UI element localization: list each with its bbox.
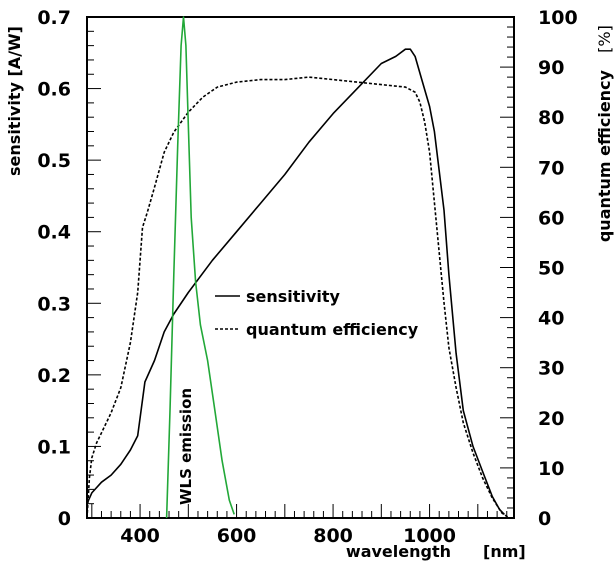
left-axis-tick-labels: 0 0.1 0.2 0.3 0.4 0.5 0.6 0.7 xyxy=(37,7,71,530)
left-tick-label: 0.6 xyxy=(37,79,71,101)
right-tick-label: 100 xyxy=(538,7,578,29)
left-tick-label: 0.3 xyxy=(37,293,71,315)
y2-axis-title: quantum efficiency xyxy=(595,69,614,242)
bottom-tick-label: 400 xyxy=(120,525,160,547)
bottom-axis-ticks xyxy=(91,504,508,518)
plot-frame xyxy=(86,16,515,519)
left-tick-label: 0 xyxy=(58,508,71,530)
legend: sensitivity quantum efficiency xyxy=(215,287,419,339)
right-tick-label: 50 xyxy=(538,258,564,280)
left-tick-label: 0.5 xyxy=(37,150,71,172)
right-tick-label: 80 xyxy=(538,107,564,129)
right-tick-label: 90 xyxy=(538,57,564,79)
right-tick-label: 10 xyxy=(538,458,564,480)
right-axis-tick-labels: 0 10 20 30 40 50 60 70 80 90 100 xyxy=(538,7,578,530)
left-tick-label: 0.4 xyxy=(37,222,71,244)
left-tick-label: 0.2 xyxy=(37,365,71,387)
right-tick-label: 30 xyxy=(538,358,564,380)
legend-label-sensitivity: sensitivity xyxy=(246,287,340,306)
left-tick-label: 0.1 xyxy=(37,436,71,458)
series-line-quantum-efficiency xyxy=(86,76,510,519)
right-tick-label: 40 xyxy=(538,308,564,330)
series-layer xyxy=(86,16,510,519)
y-axis-title: sensitivity [A/W] xyxy=(5,26,24,176)
right-tick-label: 0 xyxy=(538,508,551,530)
x-axis-title: wavelength xyxy=(346,542,451,561)
y2-axis-unit: [%] xyxy=(595,25,614,53)
right-tick-label: 60 xyxy=(538,207,564,229)
series-line-wls-emission xyxy=(165,16,235,519)
legend-label-quantum-efficiency: quantum efficiency xyxy=(246,320,419,339)
bottom-tick-label: 600 xyxy=(217,525,257,547)
right-tick-label: 20 xyxy=(538,408,564,430)
right-axis-ticks xyxy=(500,16,514,519)
bottom-tick-label: 800 xyxy=(313,525,353,547)
bottom-tick-label: 1000 xyxy=(403,525,456,547)
series-line-sensitivity xyxy=(86,48,505,515)
left-axis-ticks xyxy=(87,16,101,519)
annotation-wls-emission: WLS emission xyxy=(177,388,195,505)
left-tick-label: 0.7 xyxy=(37,7,71,29)
right-tick-label: 70 xyxy=(538,157,564,179)
bottom-axis-tick-labels: 400 600 800 1000 xyxy=(120,525,456,547)
x-axis-unit: [nm] xyxy=(483,542,526,561)
